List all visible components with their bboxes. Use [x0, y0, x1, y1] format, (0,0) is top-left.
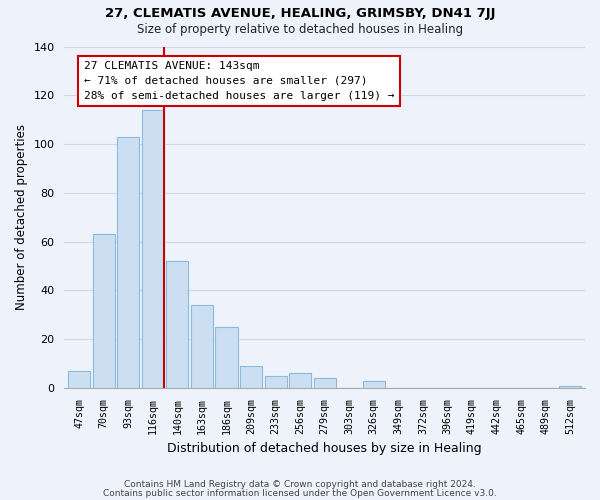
- Bar: [559, 386, 581, 388]
- Bar: [363, 380, 385, 388]
- Bar: [289, 374, 311, 388]
- Bar: [215, 327, 238, 388]
- Bar: [314, 378, 336, 388]
- Text: Contains public sector information licensed under the Open Government Licence v3: Contains public sector information licen…: [103, 490, 497, 498]
- Bar: [191, 305, 213, 388]
- Text: 27 CLEMATIS AVENUE: 143sqm
← 71% of detached houses are smaller (297)
28% of sem: 27 CLEMATIS AVENUE: 143sqm ← 71% of deta…: [83, 61, 394, 100]
- Bar: [240, 366, 262, 388]
- Text: Size of property relative to detached houses in Healing: Size of property relative to detached ho…: [137, 22, 463, 36]
- Text: 27, CLEMATIS AVENUE, HEALING, GRIMSBY, DN41 7JJ: 27, CLEMATIS AVENUE, HEALING, GRIMSBY, D…: [105, 8, 495, 20]
- Text: Contains HM Land Registry data © Crown copyright and database right 2024.: Contains HM Land Registry data © Crown c…: [124, 480, 476, 489]
- X-axis label: Distribution of detached houses by size in Healing: Distribution of detached houses by size …: [167, 442, 482, 455]
- Bar: [142, 110, 164, 388]
- Bar: [265, 376, 287, 388]
- Bar: [166, 261, 188, 388]
- Y-axis label: Number of detached properties: Number of detached properties: [15, 124, 28, 310]
- Bar: [68, 371, 90, 388]
- Bar: [117, 136, 139, 388]
- Bar: [92, 234, 115, 388]
